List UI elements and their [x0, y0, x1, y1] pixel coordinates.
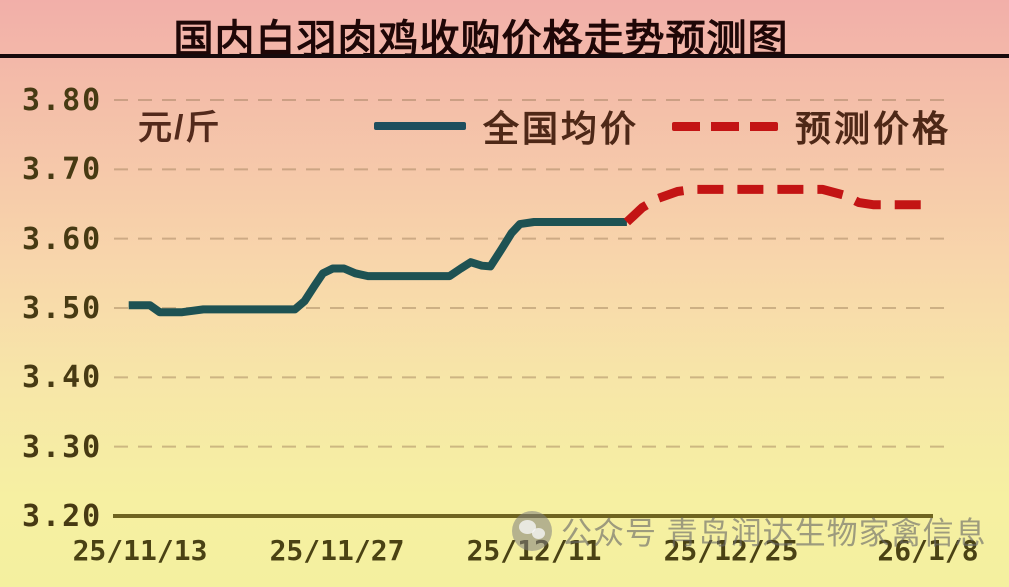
x-tick-label-25-12-25: 25/12/25 — [663, 534, 799, 567]
legend-item-national-average: 全国均价 — [374, 100, 639, 152]
series-forecast-line — [623, 184, 921, 226]
wechat-official-account-logo-icon — [512, 510, 552, 551]
legend-label-forecast: 预测价格 — [795, 108, 952, 149]
x-tick-label-25-11-13: 25/11/13 — [72, 534, 208, 567]
legend-label-national-average: 全国均价 — [483, 108, 640, 149]
watermark-text: 公众号 青岛润达生物家禽信息 — [561, 516, 987, 551]
y-tick-label-3.30: 3.30 — [22, 429, 103, 465]
title-divider — [0, 54, 1009, 58]
y-axis-unit-label: 元/斤 — [138, 109, 222, 147]
watermark: 公众号 青岛润达生物家禽信息 — [512, 508, 987, 553]
x-tick-label-26-1-8: 26/1/8 — [877, 534, 979, 567]
legend-swatch-national-average-solid-line-icon — [374, 122, 466, 130]
legend-swatch-forecast-dashed-line-icon — [672, 121, 779, 131]
y-tick-label-3.70: 3.70 — [22, 152, 103, 188]
legend-item-forecast: 预测价格 — [672, 100, 951, 152]
series-national-average-line — [128, 218, 627, 317]
chat-bubble-icon — [532, 527, 545, 539]
y-tick-label-3.60: 3.60 — [22, 221, 103, 257]
y-tick-label-3.80: 3.80 — [22, 83, 103, 118]
chart-legend: 全国均价 预测价格 — [374, 100, 951, 152]
y-tick-label-3.20: 3.20 — [22, 499, 103, 534]
chat-bubble-icon — [519, 519, 536, 534]
x-tick-label-25-11-27: 25/11/27 — [269, 534, 405, 567]
y-tick-label-3.40: 3.40 — [22, 360, 103, 396]
y-tick-label-3.50: 3.50 — [22, 291, 103, 326]
